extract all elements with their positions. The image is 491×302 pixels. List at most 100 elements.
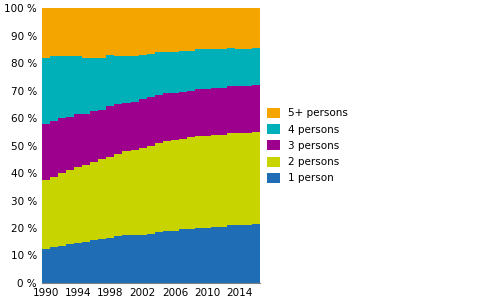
Bar	[163, 93, 171, 141]
Bar	[90, 58, 98, 111]
Bar	[107, 238, 114, 283]
Bar	[211, 226, 219, 283]
Bar	[138, 55, 147, 99]
Bar	[50, 8, 58, 56]
Bar	[251, 132, 260, 224]
Bar	[171, 231, 179, 283]
Bar	[251, 48, 260, 85]
Bar	[122, 103, 131, 151]
Bar	[244, 225, 251, 283]
Bar	[179, 139, 187, 230]
Bar	[74, 243, 82, 283]
Bar	[66, 56, 74, 117]
Bar	[82, 165, 90, 242]
Bar	[227, 225, 235, 283]
Bar	[74, 8, 82, 56]
Bar	[227, 133, 235, 225]
Bar	[90, 111, 98, 162]
Bar	[66, 245, 74, 283]
Bar	[244, 8, 251, 50]
Bar	[50, 121, 58, 177]
Bar	[179, 8, 187, 51]
Bar	[74, 56, 82, 114]
Bar	[195, 50, 203, 89]
Bar	[211, 8, 219, 50]
Bar	[155, 95, 163, 143]
Bar	[251, 224, 260, 283]
Bar	[114, 154, 122, 236]
Bar	[58, 246, 66, 283]
Bar	[219, 88, 227, 135]
Bar	[98, 8, 107, 58]
Bar	[82, 8, 90, 58]
Bar	[187, 8, 195, 51]
Bar	[235, 225, 244, 283]
Bar	[42, 8, 50, 58]
Bar	[195, 89, 203, 136]
Bar	[131, 235, 138, 283]
Bar	[203, 8, 211, 50]
Bar	[114, 236, 122, 283]
Bar	[138, 99, 147, 148]
Legend: 5+ persons, 4 persons, 3 persons, 2 persons, 1 person: 5+ persons, 4 persons, 3 persons, 2 pers…	[267, 108, 348, 183]
Bar	[244, 86, 251, 133]
Bar	[147, 53, 155, 98]
Bar	[235, 133, 244, 225]
Bar	[74, 167, 82, 243]
Bar	[227, 86, 235, 133]
Bar	[163, 141, 171, 231]
Bar	[50, 56, 58, 121]
Bar	[107, 106, 114, 156]
Bar	[42, 58, 50, 124]
Bar	[122, 8, 131, 56]
Bar	[179, 92, 187, 139]
Bar	[138, 8, 147, 55]
Bar	[195, 8, 203, 50]
Bar	[235, 8, 244, 50]
Bar	[58, 8, 66, 56]
Bar	[244, 133, 251, 225]
Bar	[50, 247, 58, 283]
Bar	[171, 140, 179, 231]
Bar	[107, 55, 114, 106]
Bar	[211, 88, 219, 135]
Bar	[155, 143, 163, 232]
Bar	[138, 235, 147, 283]
Bar	[50, 177, 58, 247]
Bar	[147, 8, 155, 53]
Bar	[82, 242, 90, 283]
Bar	[66, 8, 74, 56]
Bar	[163, 231, 171, 283]
Bar	[147, 98, 155, 146]
Bar	[122, 235, 131, 283]
Bar	[195, 228, 203, 283]
Bar	[66, 170, 74, 245]
Bar	[98, 58, 107, 110]
Bar	[66, 117, 74, 170]
Bar	[155, 8, 163, 52]
Bar	[179, 51, 187, 92]
Bar	[114, 56, 122, 104]
Bar	[244, 50, 251, 86]
Bar	[203, 228, 211, 283]
Bar	[211, 50, 219, 88]
Bar	[58, 56, 66, 118]
Bar	[138, 148, 147, 235]
Bar	[131, 150, 138, 235]
Bar	[163, 52, 171, 93]
Bar	[155, 52, 163, 95]
Bar	[235, 50, 244, 86]
Bar	[251, 8, 260, 48]
Bar	[82, 114, 90, 165]
Bar	[147, 233, 155, 283]
Bar	[227, 8, 235, 48]
Bar	[211, 135, 219, 226]
Bar	[58, 118, 66, 173]
Bar	[227, 48, 235, 86]
Bar	[187, 137, 195, 230]
Bar	[219, 226, 227, 283]
Bar	[219, 8, 227, 50]
Bar	[58, 173, 66, 246]
Bar	[107, 8, 114, 55]
Bar	[131, 101, 138, 150]
